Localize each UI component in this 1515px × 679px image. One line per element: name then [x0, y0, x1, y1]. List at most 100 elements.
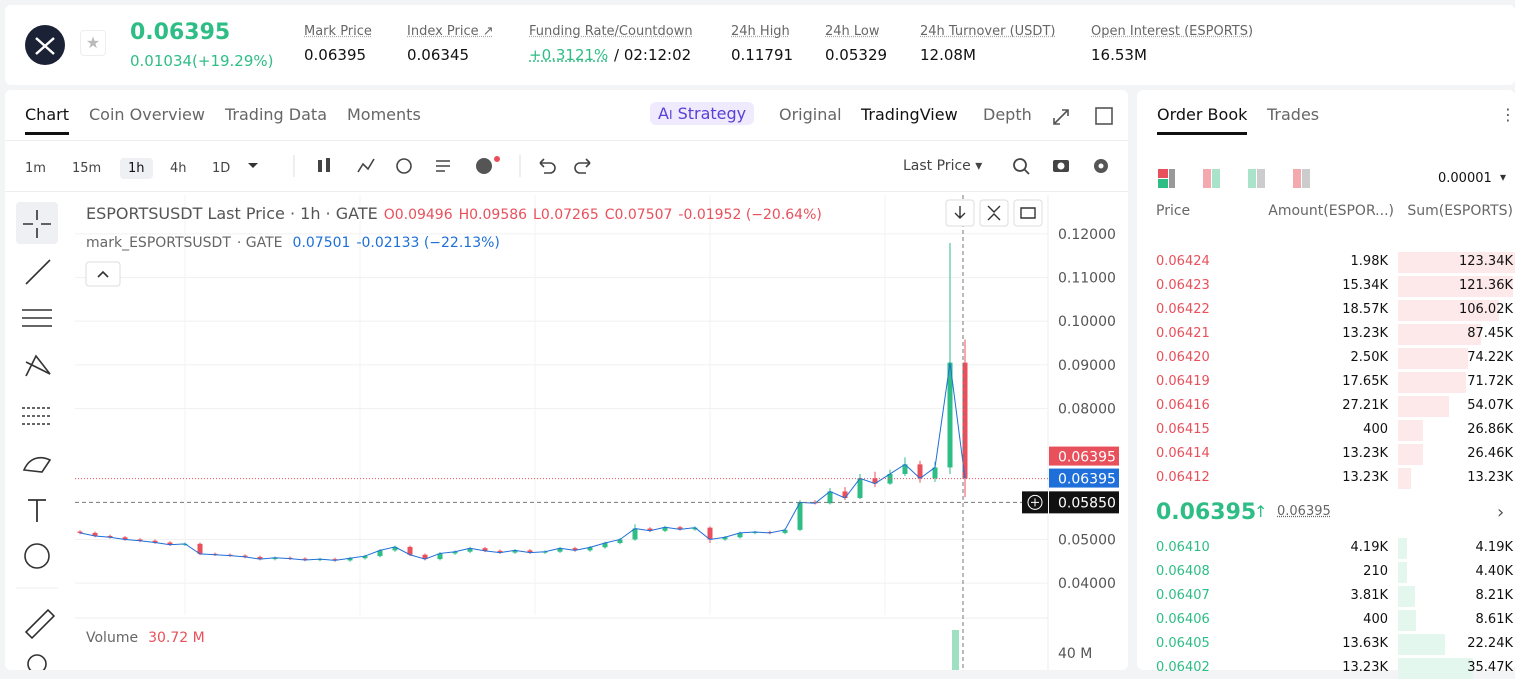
candle-body — [92, 532, 98, 536]
candle-body — [167, 542, 173, 545]
ob-price[interactable]: 0.06424 — [1156, 254, 1210, 269]
candle-body — [242, 555, 248, 557]
ob-price[interactable]: 0.06405 — [1156, 636, 1210, 651]
view-tab[interactable]: Original — [779, 105, 842, 124]
ob-price[interactable]: 0.06416 — [1156, 398, 1210, 413]
ob-price[interactable]: 0.06421 — [1156, 326, 1210, 341]
crosshair-add-plus — [1031, 498, 1039, 507]
ob-price[interactable]: 0.06408 — [1156, 564, 1210, 579]
candle-body — [947, 362, 953, 468]
ob-sum: 71.72K — [1467, 374, 1513, 389]
chart-button[interactable] — [1013, 199, 1043, 227]
candle-body — [152, 540, 158, 543]
chart-button[interactable] — [979, 199, 1009, 227]
candle-body — [857, 478, 863, 498]
candle-body — [107, 535, 113, 538]
candle-body — [137, 539, 143, 541]
ob-price[interactable]: 0.06407 — [1156, 588, 1210, 603]
ob-amount: 4.19K — [1350, 540, 1388, 555]
ob-amount: 17.65K — [1342, 374, 1388, 389]
ob-sum: 4.40K — [1475, 564, 1513, 579]
depth-bar — [1398, 324, 1481, 345]
divider — [5, 191, 1128, 192]
panel-icons — [1053, 107, 1113, 125]
ob-price[interactable]: 0.06420 — [1156, 350, 1210, 365]
legend-title: ESPORTSUSDT Last Price · 1h · GATE — [86, 204, 378, 223]
ob-price[interactable]: 0.06412 — [1156, 470, 1210, 485]
stat-value: 0.05329 — [825, 46, 888, 64]
chart-tab[interactable]: Coin Overview — [89, 105, 205, 124]
depth-bar — [1398, 276, 1514, 297]
candle-body — [617, 539, 623, 543]
ob-price[interactable]: 0.06406 — [1156, 612, 1210, 627]
interval[interactable]: 1D — [212, 161, 231, 176]
stat-label: Mark Price — [304, 24, 372, 39]
ob-sum: 22.24K — [1467, 636, 1513, 651]
depth-bar — [1398, 348, 1469, 369]
depth-bar — [1398, 396, 1450, 417]
precision-caret[interactable]: ▾ — [1500, 170, 1507, 184]
more-icon[interactable]: ⋮ — [1500, 105, 1515, 124]
ob-sum: 8.21K — [1475, 588, 1513, 603]
ob-tab[interactable]: Trades — [1267, 105, 1320, 124]
y-tick-label: 0.05000 — [1058, 532, 1116, 548]
ob-amount: 3.81K — [1350, 588, 1388, 603]
mark-value: 0.07501 — [293, 235, 351, 251]
ob-tab[interactable]: Order Book — [1157, 105, 1248, 135]
price-chart: 0.12000 0.11000 0.10000 0.09000 0.08000 0.050… — [75, 195, 1119, 670]
interval[interactable]: 1h — [120, 158, 153, 179]
price-type-select[interactable]: Last Price ▾ — [903, 158, 983, 174]
stat-extra: / 02:12:02 — [614, 46, 692, 64]
ob-price[interactable]: 0.06402 — [1156, 660, 1210, 675]
view-tab[interactable]: Depth — [983, 105, 1032, 124]
chart-tab[interactable]: Trading Data — [225, 105, 327, 124]
candle-body — [962, 362, 968, 479]
stat-label: Open Interest (ESPORTS) — [1091, 24, 1254, 39]
ob-price[interactable]: 0.06414 — [1156, 446, 1210, 461]
precision[interactable]: 0.00001 — [1438, 171, 1492, 186]
candle-body — [392, 546, 398, 551]
stat-label: Index Price ↗ — [407, 24, 494, 39]
candle-body — [437, 553, 443, 560]
y-tick-label: 0.11000 — [1058, 271, 1116, 287]
ob-price[interactable]: 0.06415 — [1156, 422, 1210, 437]
interval[interactable]: 15m — [72, 161, 102, 176]
interval[interactable]: 4h — [170, 161, 187, 176]
stat-label: Funding Rate/Countdown — [529, 24, 693, 39]
interval[interactable]: 1m — [25, 161, 46, 176]
chart-button-icon — [954, 205, 1036, 221]
chart-tab[interactable]: Chart — [25, 105, 69, 135]
candle-body — [902, 464, 908, 474]
strategy-button[interactable]: AI Strategy — [650, 102, 755, 125]
candle-body — [932, 467, 938, 479]
ob-amount: 13.23K — [1342, 660, 1388, 675]
ob-view-icons[interactable] — [1155, 168, 1325, 190]
favorite-button[interactable]: ★ — [80, 30, 106, 56]
volume-label: Volume — [86, 630, 138, 646]
ob-price[interactable]: 0.06410 — [1156, 540, 1210, 555]
stat-value: 12.08M — [920, 46, 976, 64]
ob-amount: 13.23K — [1342, 470, 1388, 485]
candle-body — [782, 529, 788, 533]
col-header: Amount(ESPOR...) — [1268, 203, 1394, 219]
mark-price-tag — [1049, 468, 1119, 488]
coin-logo — [25, 25, 65, 65]
ob-price[interactable]: 0.06422 — [1156, 302, 1210, 317]
chart-tab[interactable]: Moments — [347, 105, 421, 124]
mid-next[interactable]: › — [1497, 502, 1505, 523]
candle-body — [632, 528, 638, 540]
candle-body — [887, 473, 893, 484]
legend-low: L0.07265 — [533, 207, 599, 223]
ob-sum: 54.07K — [1467, 398, 1513, 413]
depth-bar — [1398, 468, 1411, 489]
depth-bar — [1398, 562, 1408, 583]
y-tick-label: 0.12000 — [1058, 227, 1116, 243]
ob-price[interactable]: 0.06423 — [1156, 278, 1210, 293]
depth-bar — [1398, 586, 1416, 607]
candle-body — [647, 528, 653, 531]
view-tab[interactable]: TradingView — [861, 105, 958, 124]
ob-price[interactable]: 0.06419 — [1156, 374, 1210, 389]
mid-mark[interactable]: 0.06395 — [1277, 504, 1331, 519]
depth-bar — [1398, 300, 1499, 321]
price-type: Last Price — [903, 158, 971, 174]
